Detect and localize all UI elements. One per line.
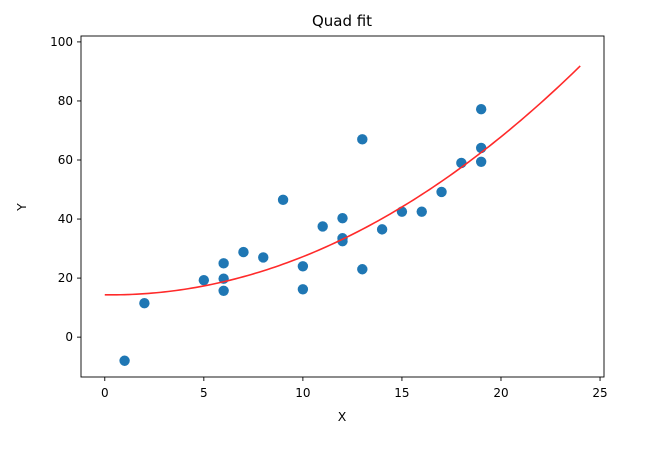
data-point-2 xyxy=(139,297,150,309)
axis-ticks: 0 5 10 15 20 25 0 20 40 60 80 100 xyxy=(50,35,608,400)
x-tick-label-5: 5 xyxy=(200,386,208,400)
data-point-12 xyxy=(317,221,328,232)
data-point-10 xyxy=(297,261,309,272)
x-axis-label: X xyxy=(338,409,347,424)
data-point-13 xyxy=(337,212,348,224)
y-tick-label-0: 0 xyxy=(65,330,73,344)
y-tick-label-100: 100 xyxy=(50,35,73,49)
data-point-9 xyxy=(277,194,289,206)
data-point-25 xyxy=(475,156,487,167)
data-point-18 xyxy=(376,224,388,235)
data-point-20 xyxy=(416,206,427,217)
x-tick-label-10: 10 xyxy=(295,386,310,400)
data-point-17 xyxy=(357,264,368,275)
data-point-6 xyxy=(218,285,229,296)
chart-title: Quad fit xyxy=(312,12,372,30)
plot-frame xyxy=(80,35,605,378)
x-tick-label-20: 20 xyxy=(493,386,508,400)
y-tick-label-40: 40 xyxy=(58,212,73,226)
data-point-4 xyxy=(218,258,229,269)
data-point-21 xyxy=(436,186,447,198)
y-tick-label-20: 20 xyxy=(58,271,73,285)
x-tick-label-0: 0 xyxy=(101,386,109,400)
y-axis-label: Y xyxy=(14,203,29,212)
data-point-7 xyxy=(238,246,249,258)
x-tick-label-15: 15 xyxy=(394,386,409,400)
data-point-3 xyxy=(198,274,210,286)
data-point-16 xyxy=(357,134,368,145)
data-point-1 xyxy=(119,355,130,366)
data-point-11 xyxy=(297,284,309,295)
data-point-23 xyxy=(475,104,487,115)
y-tick-label-80: 80 xyxy=(58,94,73,108)
data-point-19 xyxy=(396,206,408,217)
data-point-8 xyxy=(258,252,269,263)
x-tick-label-25: 25 xyxy=(592,386,607,400)
quadratic-fit-line xyxy=(104,65,581,296)
y-tick-label-60: 60 xyxy=(58,153,73,167)
plot-area xyxy=(80,35,605,378)
